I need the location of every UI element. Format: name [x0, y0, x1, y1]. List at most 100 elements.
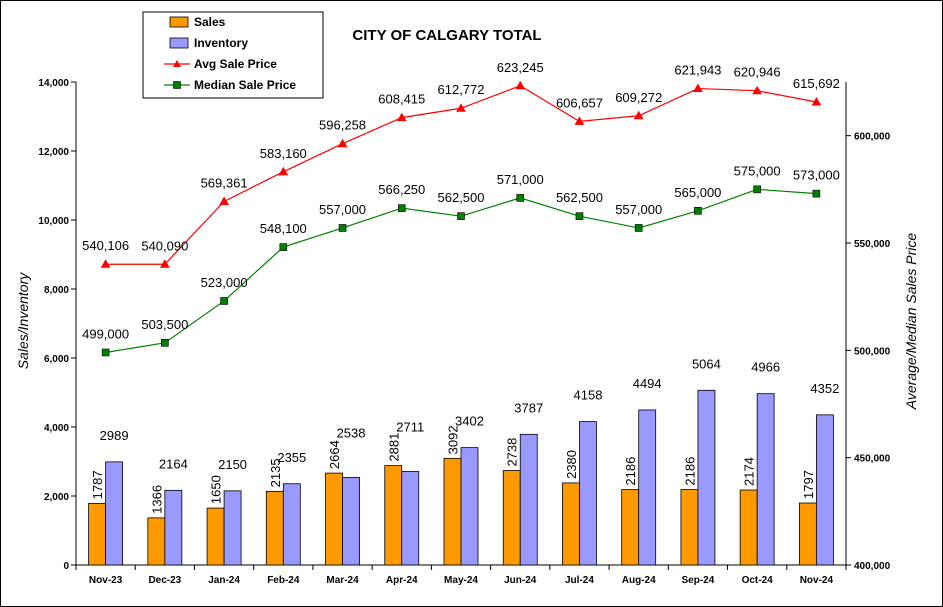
x-tick-label: Apr-24	[386, 575, 418, 586]
sales-data-label: 1787	[90, 470, 105, 499]
inventory-bar	[460, 447, 479, 566]
sales-bar	[739, 489, 758, 566]
avg-sale-price-data-label: 612,772	[438, 82, 485, 97]
avg-sale-price-data-label: 540,090	[141, 238, 188, 253]
median-sale-price-point	[634, 224, 643, 232]
inventory-data-label: 3787	[514, 400, 543, 415]
legend-sales-label: Sales	[194, 15, 226, 29]
median-sale-price-point	[397, 204, 406, 212]
avg-sale-price-data-label: 540,106	[82, 238, 129, 253]
median-sale-price-data-label: 548,100	[260, 221, 307, 236]
inventory-bar	[815, 414, 834, 566]
legend-avg-label: Avg Sale Price	[194, 57, 277, 71]
median-sale-price-data-label: 503,500	[141, 317, 188, 332]
avg-sale-price-point	[811, 96, 822, 106]
inventory-bar	[401, 471, 420, 566]
sales-bar	[562, 482, 580, 566]
avg-sale-price-data-label: 596,258	[319, 118, 366, 133]
x-tick-label: Dec-23	[148, 575, 181, 586]
avg-sale-price-point	[396, 112, 407, 122]
sales-data-label: 2380	[564, 450, 579, 479]
avg-sale-price-point	[456, 103, 466, 112]
sales-bar	[384, 465, 403, 566]
inventory-bar	[579, 421, 597, 566]
sales-bar	[325, 472, 343, 566]
sales-data-label: 2664	[327, 440, 342, 469]
avg-sale-price-point	[100, 259, 111, 268]
avg-sale-price-point	[693, 83, 703, 93]
sales-data-label: 1797	[801, 470, 816, 499]
x-tick-label: Mar-24	[326, 575, 359, 586]
y2-tick-label: 600,000	[854, 132, 891, 143]
avg-sale-price-data-label: 608,415	[378, 92, 425, 107]
x-tick-label: Sep-24	[682, 575, 715, 586]
median-sale-price-point	[812, 189, 821, 198]
x-tick-label: May-24	[444, 575, 478, 586]
inventory-bar	[342, 477, 360, 566]
sales-bar	[798, 502, 817, 566]
avg-sale-price-data-label: 583,160	[260, 146, 307, 161]
median-sale-price-data-label: 565,000	[674, 185, 721, 200]
sales-bar	[265, 490, 284, 566]
avg-sale-price-point	[633, 110, 644, 120]
median-sale-price-data-label: 557,000	[615, 202, 662, 217]
median-sale-price-point	[516, 194, 525, 202]
avg-sale-price-data-label: 609,272	[615, 90, 662, 105]
inventory-bar	[164, 489, 183, 566]
median-sale-price-data-label: 499,000	[82, 326, 129, 341]
sales-data-label: 1650	[209, 475, 224, 504]
y2-axis-title: Average/Median Sales Price	[903, 233, 919, 411]
sales-data-label: 1366	[149, 485, 164, 514]
plot-layer: 0 2,000 4,000 6,000 8,000 10,000 12,000 14,000 4…	[38, 60, 890, 586]
median-sale-price-data-label: 523,000	[201, 275, 248, 290]
median-sale-price-point	[220, 297, 228, 305]
y-tick-label: 12,000	[38, 147, 69, 158]
sales-bar	[621, 489, 640, 566]
avg-sale-price-point	[219, 196, 229, 205]
inventory-data-label: 5064	[692, 356, 721, 371]
sales-bar	[680, 489, 699, 566]
legend-sales-swatch	[169, 16, 189, 28]
legend-inventory-swatch	[169, 37, 189, 49]
avg-sale-price-point	[278, 166, 289, 176]
sales-bar	[88, 502, 107, 566]
sales-data-label: 2174	[742, 457, 757, 486]
avg-sale-price-point	[515, 80, 526, 90]
legend-median-label: Median Sale Price	[194, 78, 296, 92]
avg-sale-price-point	[574, 116, 585, 125]
inventory-bar	[519, 433, 538, 566]
sales-data-label: 2135	[268, 458, 283, 487]
sales-data-label: 2881	[386, 433, 401, 462]
inventory-data-label: 2989	[100, 428, 129, 443]
inventory-data-label: 4494	[633, 376, 662, 391]
avg-sale-price-data-label: 621,943	[674, 63, 721, 78]
sales-data-label: 3092	[446, 425, 461, 454]
inventory-bar	[638, 409, 657, 566]
inventory-bar	[282, 483, 301, 566]
inventory-bar	[697, 389, 716, 566]
median-sale-price-point	[694, 207, 702, 215]
avg-sale-price-data-label: 615,692	[793, 76, 840, 91]
median-sale-price-point	[753, 185, 761, 194]
y2-tick-label: 500,000	[854, 346, 891, 357]
sales-bar	[147, 517, 166, 566]
inventory-data-label: 4966	[751, 360, 780, 375]
inventory-data-label: 3402	[455, 414, 484, 429]
avg-sale-price-data-label: 569,361	[201, 175, 248, 190]
median-sale-price-point	[575, 212, 584, 220]
inventory-bar	[105, 461, 124, 566]
sales-bar	[206, 507, 225, 566]
median-sale-price-data-label: 575,000	[734, 163, 781, 178]
y-tick-label: 8,000	[44, 285, 69, 296]
median-sale-price-data-label: 571,000	[497, 172, 544, 187]
avg-sale-price-point	[337, 138, 348, 148]
x-tick-label: Aug-24	[622, 575, 656, 586]
sales-bar	[443, 457, 462, 566]
avg-sale-price-data-label: 606,657	[556, 95, 603, 110]
median-sale-price-data-label: 573,000	[793, 168, 840, 183]
median-sale-price-data-label: 566,250	[378, 182, 425, 197]
avg-sale-price-data-label: 623,245	[497, 60, 544, 75]
sales-data-label: 2186	[623, 457, 638, 486]
x-tick-label: Feb-24	[267, 575, 300, 586]
